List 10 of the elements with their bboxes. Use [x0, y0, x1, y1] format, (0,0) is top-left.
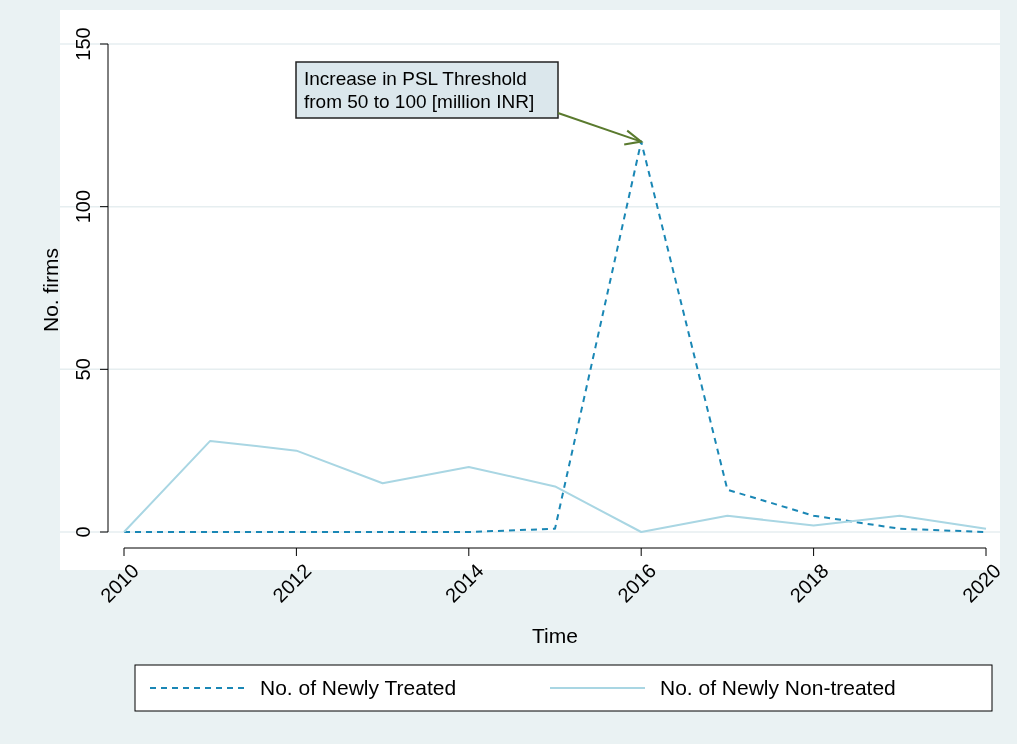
y-tick-label: 50 — [72, 358, 94, 381]
annotation: Increase in PSL Threshold from 50 to 100 [million INR] — [304, 68, 535, 112]
x-axis-title: Time — [532, 624, 578, 647]
legend-label: No. of Newly Non-treated — [660, 676, 896, 699]
y-tick-label: 150 — [72, 27, 94, 61]
legend-label: No. of Newly Treated — [260, 676, 457, 699]
y-axis-title: No. firms — [39, 248, 62, 332]
y-tick-label: 100 — [72, 189, 94, 224]
y-tick-label: 0 — [72, 526, 94, 538]
line-series — [123, 439, 987, 533]
